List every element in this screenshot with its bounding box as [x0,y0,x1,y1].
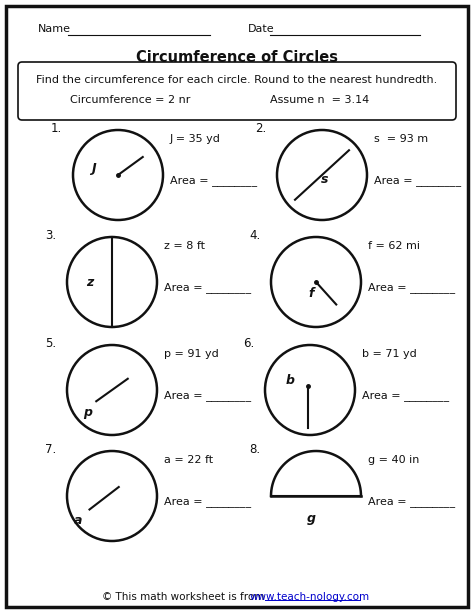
Text: Assume n  = 3.14: Assume n = 3.14 [270,95,370,105]
Text: Area = ________: Area = ________ [368,496,455,507]
Text: p: p [83,406,92,419]
Text: s  = 93 m: s = 93 m [374,134,428,144]
Text: Circumference = 2 nr: Circumference = 2 nr [70,95,190,105]
Text: Date: Date [248,24,274,34]
FancyBboxPatch shape [18,62,456,120]
Text: b = 71 yd: b = 71 yd [362,349,417,359]
Text: Find the circumference for each circle. Round to the nearest hundredth.: Find the circumference for each circle. … [36,75,438,85]
Text: f: f [309,287,314,300]
Text: Area = ________: Area = ________ [362,390,449,401]
Text: 6.: 6. [243,337,254,350]
Text: g: g [307,512,316,525]
Text: b: b [285,375,294,387]
Text: 4.: 4. [249,229,260,242]
Text: Area = ________: Area = ________ [170,175,257,186]
Text: 3.: 3. [45,229,56,242]
Text: 7.: 7. [45,443,56,456]
Text: Area = ________: Area = ________ [374,175,461,186]
Text: 8.: 8. [249,443,260,456]
Text: 1.: 1. [51,122,62,135]
Text: Area = ________: Area = ________ [164,496,251,507]
Text: s: s [320,173,328,186]
Text: z = 8 ft: z = 8 ft [164,241,205,251]
Text: a: a [74,514,82,527]
Text: Circumference of Circles: Circumference of Circles [136,50,338,64]
Text: J = 35 yd: J = 35 yd [170,134,221,144]
Text: 2.: 2. [255,122,266,135]
Text: f = 62 mi: f = 62 mi [368,241,420,251]
Text: © This math worksheet is from: © This math worksheet is from [102,592,268,602]
Text: p = 91 yd: p = 91 yd [164,349,219,359]
Text: Area = ________: Area = ________ [164,390,251,401]
Text: g = 40 in: g = 40 in [368,455,419,465]
Text: a = 22 ft: a = 22 ft [164,455,213,465]
Text: J: J [91,162,96,175]
Text: Area = ________: Area = ________ [368,282,455,293]
Text: Name: Name [38,24,71,34]
Text: www.teach-nology.com: www.teach-nology.com [250,592,370,602]
Text: Area = ________: Area = ________ [164,282,251,293]
Text: z: z [86,275,93,289]
Text: 5.: 5. [45,337,56,350]
